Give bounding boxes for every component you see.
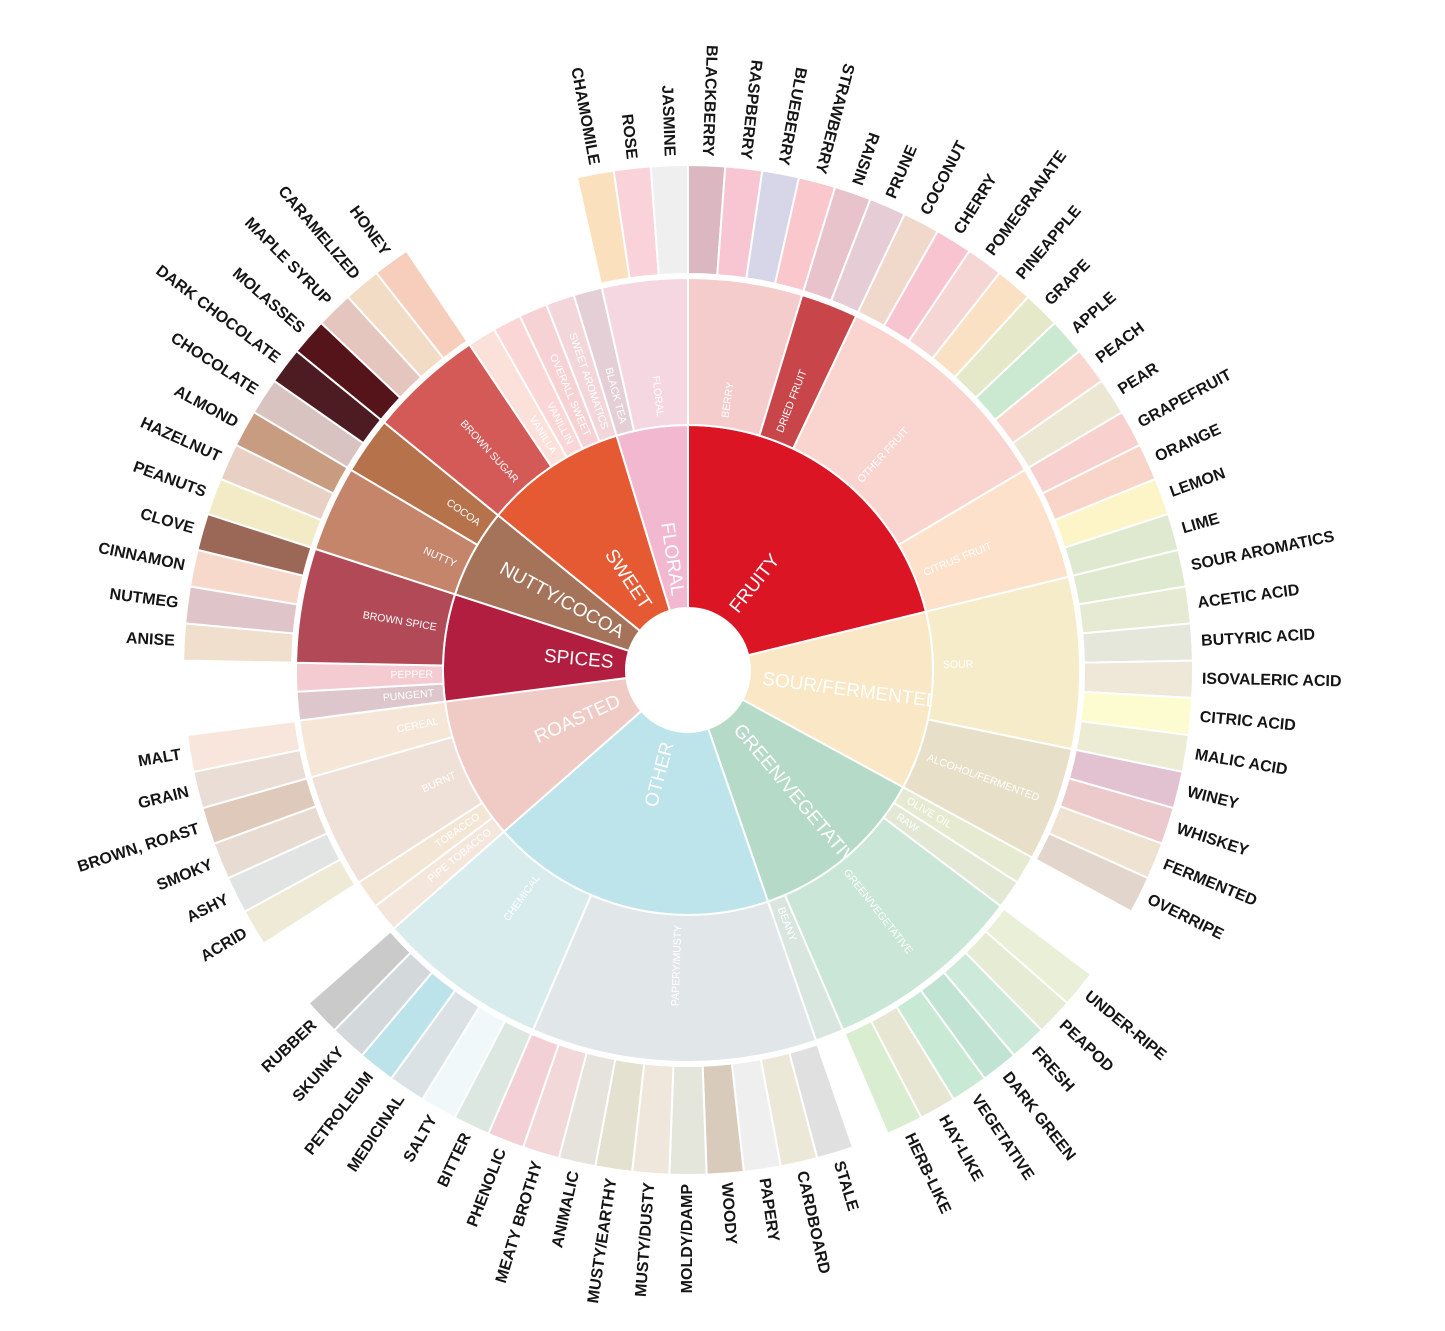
segment-label: SMOKY [155,856,216,894]
segment-label: ACRID [198,925,250,966]
segment-label: BERRY [719,381,736,418]
segment [374,249,469,360]
segment-label: CITRIC ACID [1199,709,1296,735]
segment-label: NUTMEG [108,586,179,612]
segment [649,163,689,277]
segment [186,719,302,774]
segment-label: ASHY [184,891,232,926]
segment-label: CHERRY [951,171,1001,237]
segment-label: HONEY [346,203,393,259]
segment-label: CINNAMON [97,540,187,574]
segment-label: MALIC ACID [1194,746,1289,778]
segment-label: HERB-LIKE [901,1131,954,1217]
segment-label: ANISE [126,630,176,650]
segment-label: RASPBERRY [737,59,765,160]
segment-label: SALTY [401,1112,441,1165]
segment-label: PEACH [1093,319,1148,366]
segment-label: MUSTY/EARTHY [585,1177,620,1305]
segment-label: APPLE [1068,289,1120,337]
segment-label: MEATY BROTHY [493,1159,546,1285]
segment-label: ROSE [618,113,640,160]
segment-label: PAPERY/MUSTY [669,925,684,1007]
segment-label: SKUNKY [290,1044,348,1106]
segment-label: ORANGE [1153,421,1224,466]
segment-label: ISOVALERIC ACID [1202,671,1342,691]
segment-label: MOLDY/DAMP [679,1184,696,1294]
segment-label: STALE [830,1159,861,1213]
segment-label: LEMON [1168,465,1228,501]
segment-label: MUSTY/DUSTY [633,1182,658,1298]
segment-label: RUBBER [259,1017,321,1077]
segment-label: BLACKBERRY [699,45,720,157]
segment-label: GRAPE [1042,256,1094,309]
segment [843,1019,923,1136]
segment-label: LIME [1180,510,1222,537]
segment-label: SOUR AROMATICS [1190,528,1337,574]
segment-label: PEPPER [390,668,433,681]
segment-label: PHENOLIC [464,1146,510,1230]
segment-label: PAPERY [756,1177,782,1243]
segment [307,929,412,1032]
segment-label: ACETIC ACID [1197,582,1301,612]
segment-label: BLUEBERRY [774,66,809,167]
segment-label: FERMENTED [1161,856,1260,909]
segment-label: OVERRIPE [1144,891,1226,943]
segment-label: COCONUT [918,138,971,218]
segment-label: GRAIN [137,784,191,813]
segment-label: WHISKEY [1174,820,1251,859]
segment-label: RAISIN [848,130,882,187]
segment-label: SOUR [943,659,974,672]
segment-label: FRESH [1028,1044,1077,1096]
segment-label: BITTER [435,1130,475,1190]
segment-label: CARDBOARD [793,1169,833,1275]
segment-label: WOODY [718,1182,740,1246]
segment-label: PEANUTS [131,459,209,501]
segment-label: JASMINE [658,85,678,157]
segment-label: FLORAL [650,375,666,417]
segment-label: MALT [137,746,183,770]
segment-label: PEAPOD [1056,1017,1117,1076]
segment-label: PUNGENT [382,687,435,704]
segment-label: BUTYRIC ACID [1201,626,1316,649]
segment-label: CLOVE [138,506,196,538]
segment-label: PRUNE [883,143,921,201]
segment-label: HAZELNUT [138,414,224,465]
segment [600,276,689,433]
segment-label: CHAMOMILE [567,66,602,166]
segment-label: HAY-LIKE [935,1112,986,1184]
segment-label: WINEY [1185,784,1240,813]
segment-label: ALMOND [171,383,241,432]
segment-label: DARK CHOCOLATE [153,262,284,367]
segment-label: STRAWBERRY [811,62,856,176]
segment-label: ANIMALIC [549,1169,583,1249]
segment [1034,831,1150,914]
segment [668,1064,708,1177]
segment-label: PEAR [1115,360,1162,399]
